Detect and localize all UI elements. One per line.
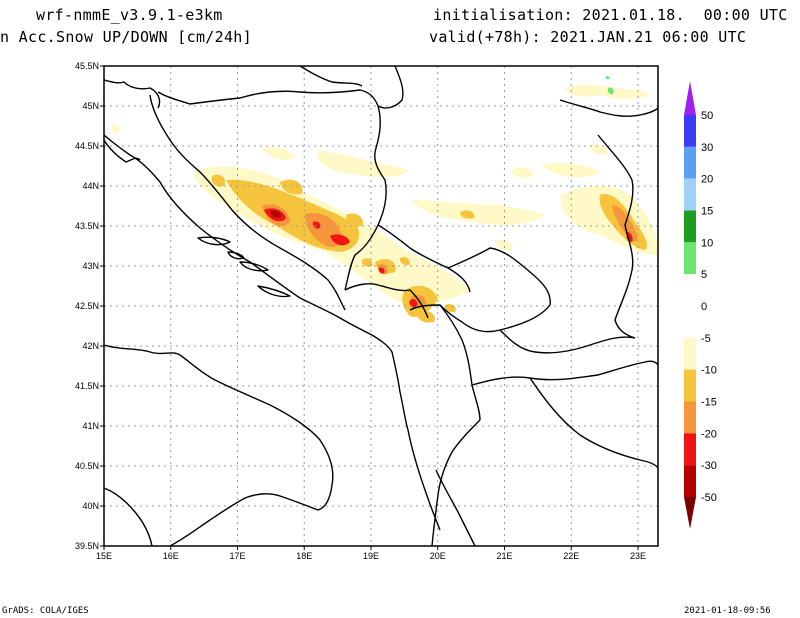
legend-band: [684, 210, 696, 243]
border-north-macedonia: [471, 360, 658, 386]
legend-band: [684, 401, 696, 434]
border-macedonia-north: [499, 329, 636, 354]
lat-tick-label: 45N: [82, 101, 99, 111]
border-kosovo: [439, 247, 551, 333]
border-serbia-north: [377, 66, 404, 109]
legend-band: [684, 369, 696, 402]
coastline-italy-south: [104, 487, 153, 546]
border-slovenia-croatia: [104, 79, 161, 109]
valid-time: valid(+78h): 2021.JAN.21 06:00 UTC: [429, 28, 747, 46]
snow-field-green: [605, 75, 614, 95]
legend-label: 10: [701, 237, 713, 249]
legend-band: [684, 465, 696, 497]
island-3: [257, 285, 291, 298]
snow-field-dark-red: [270, 210, 281, 218]
border-hungary: [299, 66, 363, 87]
model-title: wrf-nmmE_v3.9.1-e3km: [36, 6, 223, 24]
island-1: [197, 236, 231, 246]
island-4: [227, 251, 245, 260]
legend-band: [684, 433, 696, 466]
legend-label: 15: [701, 206, 713, 218]
lat-tick-label: 43N: [82, 261, 99, 271]
island-2: [239, 261, 269, 272]
lon-tick-label: 20E: [430, 551, 446, 561]
map-gridlines: [104, 66, 658, 546]
border-albania-north: [409, 304, 481, 421]
map-boundaries: [104, 66, 658, 546]
legend-band: [684, 306, 696, 338]
longitude-axis: 15E 16E 17E 18E 19E 20E 21E 22E 23E: [96, 546, 646, 561]
border-bosnia-east: [344, 105, 387, 291]
lon-tick-label: 18E: [296, 551, 312, 561]
border-bosnia-west: [149, 94, 346, 311]
lon-tick-label: 19E: [363, 551, 379, 561]
legend-label: -10: [701, 365, 717, 377]
legend-label: 30: [701, 142, 713, 154]
variable-title: n Acc.Snow UP/DOWN [cm/24h]: [0, 28, 252, 46]
legend-label: 5: [701, 269, 707, 281]
border-croatia-bosnia-north: [157, 89, 379, 107]
footer-grads-credit: GrADS: COLA/IGES: [2, 606, 89, 616]
border-greece: [529, 377, 658, 469]
lon-tick-label: 23E: [630, 551, 646, 561]
lon-tick-label: 15E: [96, 551, 112, 561]
lon-tick-label: 17E: [229, 551, 245, 561]
border-montenegro: [344, 283, 429, 319]
legend-label: -50: [701, 492, 717, 504]
coastline-italy: [104, 344, 334, 546]
legend-label: -20: [701, 428, 717, 440]
lon-tick-label: 16E: [163, 551, 179, 561]
legend-band: [684, 242, 696, 275]
legend-label: 20: [701, 174, 713, 186]
legend-band: [684, 146, 696, 179]
coastline-adriatic: [104, 134, 441, 531]
legend-band: [684, 274, 696, 306]
lat-tick-label: 43.5N: [75, 221, 99, 231]
legend-arrow-bottom: [684, 497, 696, 529]
lat-tick-label: 45.5N: [75, 61, 99, 71]
border-serbia-bulgaria: [597, 134, 636, 339]
legend-band: [684, 115, 696, 147]
lat-tick-label: 41.5N: [75, 381, 99, 391]
legend-label: -5: [701, 333, 711, 345]
lat-tick-label: 40.5N: [75, 461, 99, 471]
legend-label: 50: [701, 110, 713, 122]
lat-tick-label: 44.5N: [75, 141, 99, 151]
lat-tick-label: 40N: [82, 501, 99, 511]
lon-tick-label: 22E: [563, 551, 579, 561]
lat-tick-label: 39.5N: [75, 541, 99, 551]
coastline-istria: [104, 139, 141, 163]
legend-band: [684, 337, 696, 370]
coastline-greece-west: [435, 469, 476, 546]
lon-tick-label: 21E: [496, 551, 512, 561]
border-romania: [559, 99, 658, 117]
legend-label: 0: [701, 301, 707, 313]
legend-arrow-top: [684, 81, 696, 115]
lat-tick-label: 41N: [82, 421, 99, 431]
latitude-axis: 45.5N 45N 44.5N 44N 43.5N 43N 42.5N 42N 41.5N 41N…: [75, 61, 104, 551]
border-serbia-montenegro: [377, 224, 471, 293]
lat-tick-label: 42.5N: [75, 301, 99, 311]
legend-label: -30: [701, 460, 717, 472]
footer-timestamp: 2021-01-18-09:56: [684, 606, 771, 616]
legend-label: -15: [701, 397, 717, 409]
legend-band: [684, 178, 696, 211]
initialisation-time: initialisation: 2021.01.18. 00:00 UTC: [433, 6, 788, 24]
lat-tick-label: 42N: [82, 341, 99, 351]
lat-tick-label: 44N: [82, 181, 99, 191]
border-albania-south: [431, 419, 481, 546]
